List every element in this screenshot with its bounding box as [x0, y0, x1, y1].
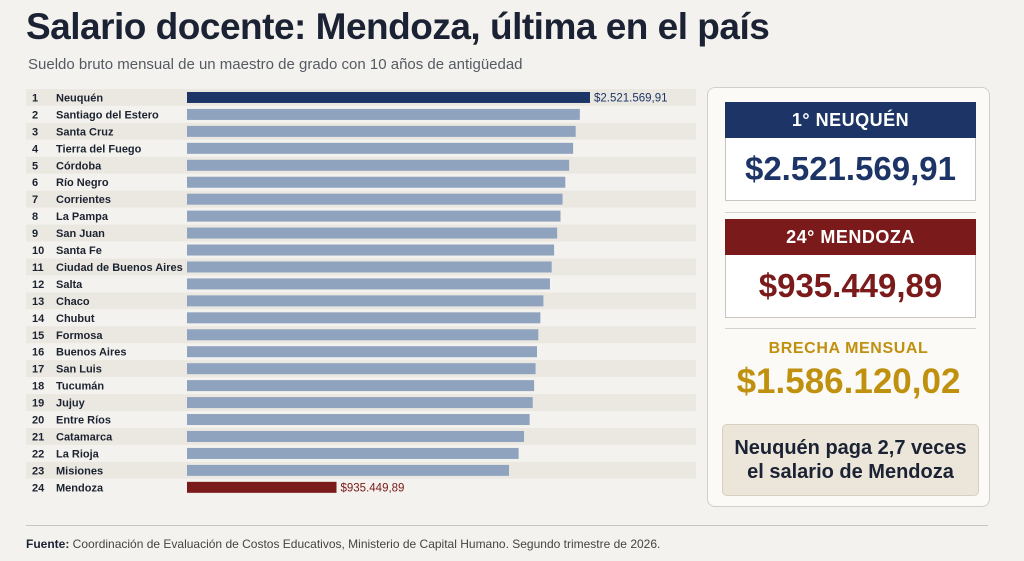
category-label: Corrientes: [56, 194, 111, 206]
bar: [187, 125, 576, 137]
category-label: Jujuy: [56, 398, 86, 410]
ratio-note: Neuquén paga 2,7 veces el salario de Men…: [722, 424, 979, 496]
page-title: Salario docente: Mendoza, última en el p…: [26, 6, 770, 47]
category-label: Chaco: [56, 296, 90, 308]
category-label: Formosa: [56, 330, 103, 342]
category-label: Misiones: [56, 465, 103, 477]
bar: [187, 91, 590, 103]
rank-label: 14: [32, 313, 45, 325]
category-label: Tucumán: [56, 381, 104, 393]
category-label: La Rioja: [56, 448, 100, 460]
category-label: Buenos Aires: [56, 347, 127, 359]
rank-label: 6: [32, 177, 38, 189]
rank-label: 17: [32, 364, 44, 376]
footer-rule: [26, 525, 988, 526]
bar: [187, 312, 541, 324]
bar: [187, 261, 552, 273]
category-label: San Juan: [56, 228, 105, 240]
category-label: Chubut: [56, 313, 95, 325]
category-label: Tierra del Fuego: [56, 143, 142, 155]
bar: [187, 464, 510, 476]
bar: [187, 346, 538, 358]
rank-label: 21: [32, 431, 44, 443]
ratio-note-line1: Neuquén paga 2,7 veces: [734, 437, 967, 459]
category-label: San Luis: [56, 364, 102, 376]
divider: [725, 328, 976, 329]
rank-label: 5: [32, 160, 38, 172]
rank-label: 2: [32, 109, 38, 121]
bar: [187, 363, 536, 375]
rank-label: 22: [32, 448, 44, 460]
ratio-note-line2: el salario de Mendoza: [747, 461, 954, 483]
bar: [187, 142, 574, 154]
source-note: Fuente: Coordinación de Evaluación de Co…: [26, 537, 660, 551]
bar: [187, 295, 544, 307]
rank-label: 19: [32, 398, 44, 410]
bar: [187, 108, 580, 120]
divider: [725, 212, 976, 213]
rank-label: 12: [32, 279, 44, 291]
rank-label: 18: [32, 381, 44, 393]
bar: [187, 380, 535, 392]
rank-label: 1: [32, 92, 38, 104]
category-label: La Pampa: [56, 211, 109, 223]
rank-label: 8: [32, 211, 38, 223]
source-text: Coordinación de Evaluación de Costos Edu…: [69, 537, 661, 551]
bar: [187, 329, 539, 341]
rank-label: 10: [32, 245, 44, 257]
category-label: Entre Ríos: [56, 415, 111, 427]
bottom-province-header: 24° MENDOZA: [725, 219, 976, 255]
data-label: $2.521.569,91: [594, 92, 668, 104]
bar: [187, 278, 550, 290]
rank-label: 13: [32, 296, 44, 308]
bar: [187, 210, 561, 222]
bar: [187, 193, 563, 205]
rank-label: 9: [32, 228, 38, 240]
bar: [187, 227, 558, 239]
rank-label: 7: [32, 194, 38, 206]
category-label: Ciudad de Buenos Aires: [56, 262, 183, 274]
bar: [187, 481, 337, 493]
category-label: Río Negro: [56, 177, 109, 189]
gap-value: $1.586.120,02: [736, 362, 961, 401]
rank-label: 4: [32, 143, 39, 155]
source-label: Fuente:: [26, 537, 70, 551]
rank-label: 3: [32, 126, 38, 138]
rank-label: 20: [32, 415, 44, 427]
data-label: $935.449,89: [341, 482, 405, 494]
bar: [187, 159, 570, 171]
bar: [187, 244, 555, 256]
bar-chart: 1 Neuquén $2.521.569,91 2 Santiago del Ester…: [26, 89, 696, 496]
category-label: Santiago del Estero: [56, 109, 159, 121]
category-label: Neuquén: [56, 92, 103, 104]
category-label: Santa Cruz: [56, 126, 114, 138]
bottom-province-value: $935.449,89: [725, 255, 976, 318]
bar: [187, 397, 533, 409]
bar: [187, 430, 525, 442]
category-label: Salta: [56, 279, 83, 291]
rank-label: 23: [32, 465, 44, 477]
summary-panel: 1° NEUQUÉN $2.521.569,91 24° MENDOZA $93…: [707, 87, 990, 507]
bar: [187, 176, 566, 188]
bar: [187, 414, 530, 426]
gap-label: BRECHA MENSUAL: [768, 340, 929, 357]
bar: [187, 447, 519, 459]
page-subtitle: Sueldo bruto mensual de un maestro de gr…: [28, 56, 523, 73]
category-label: Córdoba: [56, 160, 102, 172]
rank-label: 11: [32, 262, 44, 274]
top-province-value: $2.521.569,91: [725, 138, 976, 201]
rank-label: 15: [32, 330, 44, 342]
category-label: Santa Fe: [56, 245, 102, 257]
category-label: Catamarca: [56, 431, 113, 443]
top-province-header: 1° NEUQUÉN: [725, 102, 976, 138]
rank-label: 24: [32, 482, 45, 494]
rank-label: 16: [32, 347, 44, 359]
category-label: Mendoza: [56, 482, 104, 494]
